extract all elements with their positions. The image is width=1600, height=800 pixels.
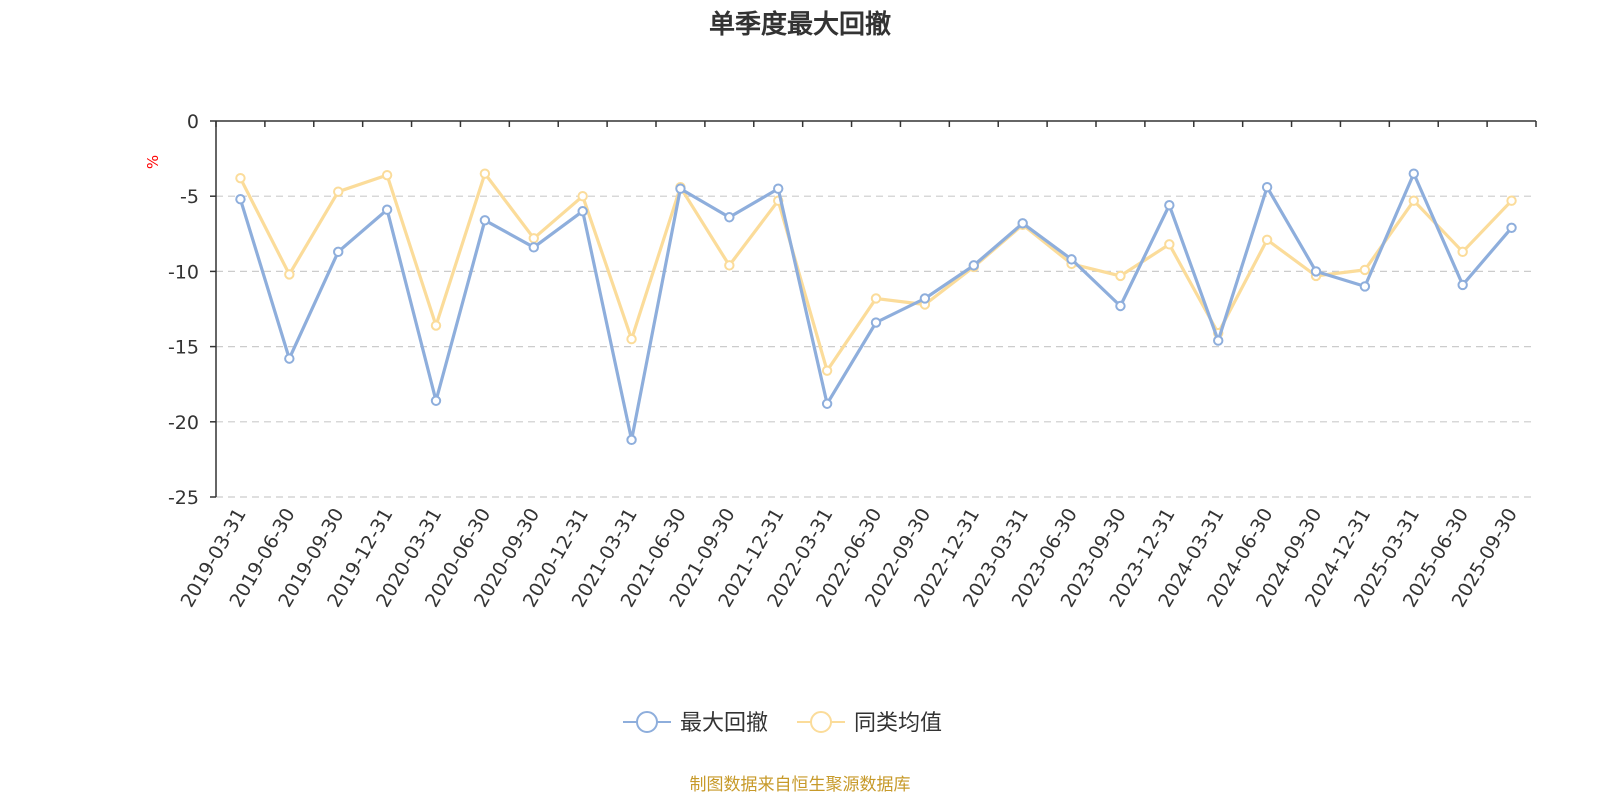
y-tick-label: -10 bbox=[168, 261, 199, 283]
data-point bbox=[528, 242, 539, 253]
data-point bbox=[724, 212, 735, 223]
data-point bbox=[1310, 266, 1322, 277]
data-point bbox=[284, 269, 295, 280]
data-point bbox=[1506, 222, 1517, 233]
data-point bbox=[1164, 200, 1175, 211]
data-point bbox=[1359, 281, 1371, 292]
data-point bbox=[479, 215, 491, 226]
legend-circle-icon bbox=[810, 711, 832, 733]
legend[interactable]: 最大回撤 同类均值 bbox=[623, 711, 942, 736]
axes bbox=[210, 120, 1537, 498]
y-tick-label: -20 bbox=[168, 412, 199, 434]
data-point bbox=[577, 206, 588, 217]
series-layer bbox=[235, 168, 1517, 446]
legend-circle-icon bbox=[636, 711, 658, 733]
data-point bbox=[870, 317, 882, 328]
data-point bbox=[919, 293, 931, 304]
data-point bbox=[1457, 246, 1468, 258]
y-axis-unit-label: % bbox=[144, 155, 162, 169]
data-point bbox=[235, 172, 246, 184]
data-point bbox=[724, 260, 735, 271]
data-point bbox=[675, 183, 686, 194]
data-point bbox=[381, 204, 393, 215]
data-point bbox=[1261, 181, 1273, 193]
data-point bbox=[430, 395, 442, 406]
data-source-note: 制图数据来自恒生聚源数据库 bbox=[690, 775, 911, 795]
data-point bbox=[821, 365, 833, 376]
data-point bbox=[381, 169, 393, 181]
y-axis-ticks: 0 -5 -10 -15 -20 -25 bbox=[168, 111, 199, 509]
data-point bbox=[1115, 270, 1126, 282]
y-tick-label: -5 bbox=[180, 186, 199, 208]
series-max-drawdown bbox=[235, 168, 1517, 446]
legend-label: 同类均值 bbox=[854, 711, 942, 736]
data-point bbox=[773, 183, 784, 194]
y-tick-label: 0 bbox=[187, 111, 199, 133]
data-point bbox=[1457, 279, 1468, 291]
data-point bbox=[577, 191, 588, 202]
data-point bbox=[1066, 254, 1077, 265]
data-point bbox=[333, 186, 344, 197]
data-point bbox=[1261, 234, 1273, 246]
data-point bbox=[968, 260, 979, 271]
data-point bbox=[1213, 335, 1224, 346]
legend-item-peer-average[interactable]: 同类均值 bbox=[797, 711, 942, 736]
y-tick-label: -25 bbox=[168, 487, 199, 509]
legend-label: 最大回撤 bbox=[680, 711, 768, 736]
data-point bbox=[1408, 168, 1419, 179]
data-point bbox=[479, 168, 491, 179]
data-point bbox=[1408, 195, 1419, 206]
y-tick-label: -15 bbox=[168, 337, 199, 359]
data-point bbox=[1164, 239, 1175, 250]
x-axis-ticks: 2019-03-312019-06-302019-09-302019-12-31… bbox=[177, 505, 1522, 612]
chart-title: 单季度最大回撤 bbox=[709, 9, 891, 40]
data-point bbox=[821, 398, 833, 409]
data-point bbox=[626, 434, 637, 446]
data-point bbox=[235, 194, 246, 205]
data-point bbox=[528, 233, 539, 244]
data-point bbox=[284, 353, 295, 364]
data-point bbox=[333, 246, 344, 258]
data-point bbox=[1506, 195, 1517, 206]
data-point bbox=[1115, 300, 1126, 312]
data-point bbox=[870, 293, 882, 304]
data-point bbox=[626, 333, 637, 345]
legend-item-max-drawdown[interactable]: 最大回撤 bbox=[623, 711, 768, 736]
data-point bbox=[1017, 218, 1028, 229]
data-point bbox=[430, 320, 442, 331]
grid-lines bbox=[216, 195, 1536, 498]
data-point bbox=[1359, 264, 1371, 276]
